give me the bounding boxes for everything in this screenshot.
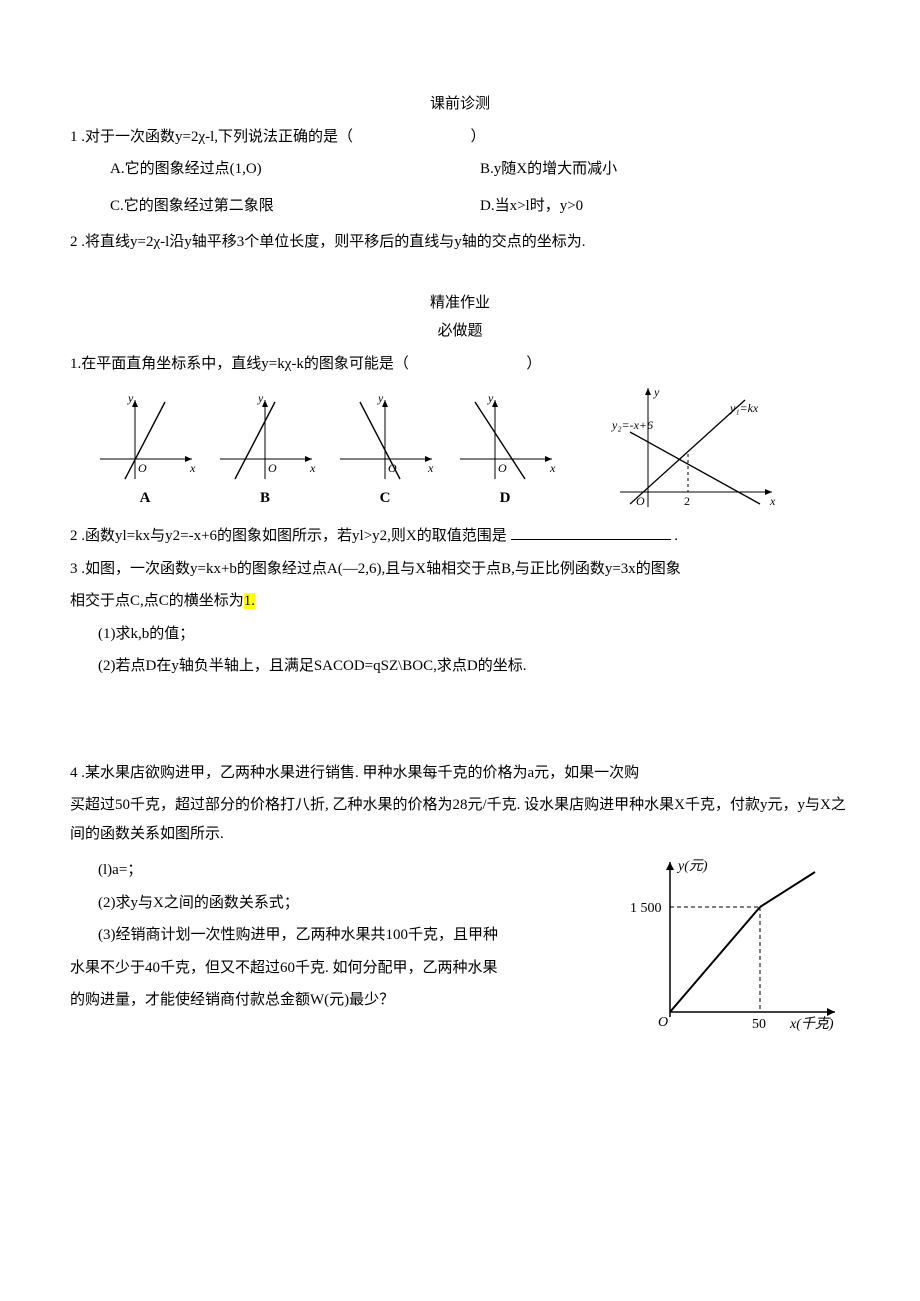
hw-q3-line2a: 相交于点C,点C的横坐标为 [70, 593, 244, 609]
graph-a: y x O [90, 394, 200, 484]
graph-c-label: C [380, 484, 391, 513]
svg-text:O: O [498, 461, 507, 475]
graph-a-col: y x O A [90, 394, 200, 513]
svg-text:x: x [427, 461, 434, 475]
svg-text:O: O [388, 461, 397, 475]
svg-text:x: x [549, 461, 556, 475]
section-title-homework: 精准作业 [70, 289, 850, 318]
graph-b: y x O [210, 394, 320, 484]
hw-q3-highlight: 1. [244, 593, 255, 609]
side-graph-col: y x O 2 y₁=kx y₂=-x+6 [610, 382, 780, 512]
pre-q1-a: A.它的图象经过点(1,O) [110, 155, 480, 184]
svg-text:y: y [487, 394, 494, 405]
svg-text:x: x [309, 461, 316, 475]
hw-q1: 1.在平面直角坐标系中，直线y=kχ-k的图象可能是（ ） [70, 350, 850, 379]
hw-q2-tail: . [674, 528, 678, 544]
hw-q3-line1: 3 .如图，一次函数y=kx+b的图象经过点A(—2,6),且与X轴相交于点B,… [70, 555, 850, 584]
section-title-required: 必做题 [70, 317, 850, 346]
svg-text:y: y [257, 394, 264, 405]
svg-text:50: 50 [752, 1017, 766, 1032]
svg-text:O: O [268, 461, 277, 475]
pre-q1-d: D.当x>l时，y>0 [480, 192, 850, 221]
graph-b-label: B [260, 484, 270, 513]
svg-text:2: 2 [684, 494, 690, 508]
q4-chart: y(元) x(千克) O 1 500 50 [630, 852, 850, 1032]
svg-text:y(元): y(元) [676, 859, 708, 874]
graph-d-col: y x O D [450, 394, 560, 513]
hw-q4-line2: 买超过50千克，超过部分的价格打八折, 乙种水果的价格为28元/千克. 设水果店… [70, 791, 850, 848]
svg-text:y₂=-x+6: y₂=-x+6 [611, 418, 653, 432]
graph-a-label: A [140, 484, 151, 513]
hw-q1-close: ） [526, 356, 541, 372]
section-title-pretest: 课前诊测 [70, 90, 850, 119]
graph-d: y x O [450, 394, 560, 484]
pre-q1-close: ） [471, 129, 486, 145]
hw-q2-stem: 2 .函数yl=kx与y2=-x+6的图象如图所示，若yl>y2,则X的取值范围… [70, 528, 511, 544]
pre-q1-stem: 1 .对于一次函数y=2χ-l,下列说法正确的是（ [70, 129, 353, 145]
graph-c: y x O [330, 394, 440, 484]
hw-q4-p4: 水果不少于40千克，但又不超过60千克. 如何分配甲，乙两种水果 [70, 954, 610, 983]
graph-d-label: D [500, 484, 511, 513]
pre-q1-c: C.它的图象经过第二象限 [110, 192, 480, 221]
hw-q4-p1: (l)a=； [70, 856, 610, 885]
hw-q4-p2: (2)求y与X之间的函数关系式； [70, 889, 610, 918]
pre-q1-options-2: C.它的图象经过第二象限 D.当x>l时，y>0 [70, 192, 850, 221]
svg-text:O: O [138, 461, 147, 475]
hw-q4-p3: (3)经销商计划一次性购进甲，乙两种水果共100千克，且甲种 [70, 921, 610, 950]
svg-text:x: x [769, 494, 776, 508]
svg-text:y: y [653, 385, 660, 399]
hw-q1-graphs: y x O A y x O B y x O C [90, 382, 850, 512]
svg-text:y: y [127, 394, 134, 405]
svg-text:O: O [636, 494, 645, 508]
hw-q2: 2 .函数yl=kx与y2=-x+6的图象如图所示，若yl>y2,则X的取值范围… [70, 522, 850, 551]
pre-q1-b: B.y随X的增大而减小 [480, 155, 850, 184]
side-graph: y x O 2 y₁=kx y₂=-x+6 [610, 382, 780, 512]
hw-q4-p5: 的购进量，才能使经销商付款总金额W(元)最少？ [70, 986, 610, 1015]
svg-text:y₁=kx: y₁=kx [729, 401, 759, 415]
pre-q2: 2 .将直线y=2χ-l沿y轴平移3个单位长度，则平移后的直线与y轴的交点的坐标… [70, 228, 850, 257]
hw-q4-line1: 4 .某水果店欲购进甲，乙两种水果进行销售. 甲种水果每千克的价格为a元，如果一… [70, 759, 850, 788]
svg-text:O: O [658, 1015, 668, 1030]
svg-text:y: y [377, 394, 384, 405]
svg-text:x(千克): x(千克) [789, 1016, 834, 1032]
pre-q1: 1 .对于一次函数y=2χ-l,下列说法正确的是（ ） [70, 123, 850, 152]
hw-q1-stem: 1.在平面直角坐标系中，直线y=kχ-k的图象可能是（ [70, 356, 409, 372]
hw-q2-blank [511, 524, 671, 540]
svg-text:x: x [189, 461, 196, 475]
graph-c-col: y x O C [330, 394, 440, 513]
hw-q3-p2: (2)若点D在y轴负半轴上，且满足SACOD=qSZ\BOC,求点D的坐标. [70, 652, 850, 681]
graph-b-col: y x O B [210, 394, 320, 513]
svg-text:1 500: 1 500 [630, 901, 662, 916]
pre-q1-options: A.它的图象经过点(1,O) B.y随X的增大而减小 [70, 155, 850, 184]
hw-q3-p1: (1)求k,b的值； [70, 620, 850, 649]
hw-q3-line2: 相交于点C,点C的横坐标为1. [70, 587, 850, 616]
